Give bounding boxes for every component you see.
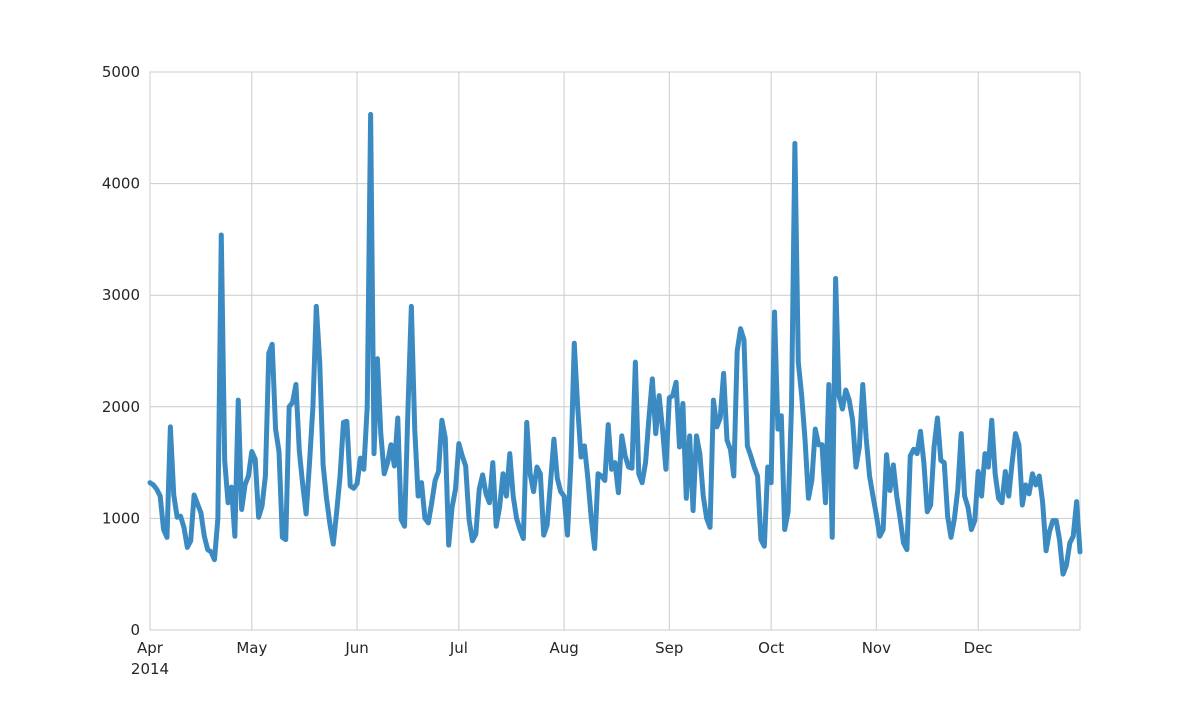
y-tick-label: 1000 (102, 509, 140, 527)
plot-frame (149, 71, 1081, 631)
x-year-label: 2014 (131, 660, 169, 678)
x-tick-label: Oct (758, 639, 784, 657)
series-line (147, 111, 1083, 577)
x-tick-label: Jun (344, 639, 368, 657)
y-tick-label: 2000 (102, 398, 140, 416)
y-tick-label: 3000 (102, 286, 140, 304)
x-tick-label: Apr (137, 639, 164, 657)
y-tick-labels: 0 1000 2000 3000 4000 5000 (102, 63, 140, 639)
x-tick-label: Dec (964, 639, 993, 657)
y-tick-label: 0 (130, 621, 140, 639)
y-tick-label: 5000 (102, 63, 140, 81)
y-tick-label: 4000 (102, 175, 140, 193)
x-tick-labels: Apr May Jun Jul Aug Sep Oct Nov Dec (137, 639, 993, 657)
x-tick-label: Sep (655, 639, 683, 657)
x-tick-label: Nov (862, 639, 891, 657)
horizontal-gridlines (150, 71, 1080, 631)
x-tick-label: May (236, 639, 267, 657)
x-tick-label: Aug (549, 639, 578, 657)
x-tick-label: Jul (449, 639, 468, 657)
vertical-gridlines (149, 72, 979, 630)
